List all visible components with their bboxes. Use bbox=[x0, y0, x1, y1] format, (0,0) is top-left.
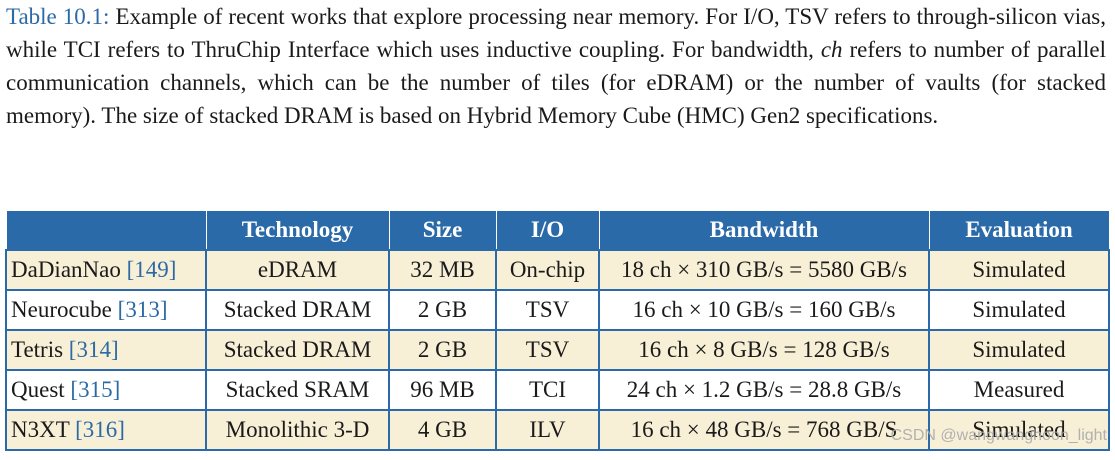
row-name: Tetris bbox=[11, 337, 64, 362]
caption-text-part2: refers to number of parallel communicati… bbox=[6, 37, 1107, 128]
row-evaluation: Measured bbox=[928, 369, 1110, 411]
row-name: N3XT bbox=[11, 417, 70, 442]
watermark: CSDN @wangwanghoon_light bbox=[890, 427, 1107, 444]
row-bandwidth: 24 ch × 1.2 GB/s = 28.8 GB/s bbox=[598, 369, 930, 411]
comparison-table-container: Technology Size I/O Bandwidth Evaluation… bbox=[5, 211, 1110, 451]
citation-link[interactable]: [316] bbox=[75, 417, 125, 442]
row-io: On-chip bbox=[495, 249, 600, 291]
header-evaluation: Evaluation bbox=[928, 211, 1110, 250]
header-io: I/O bbox=[495, 211, 600, 250]
header-bandwidth: Bandwidth bbox=[598, 211, 930, 250]
citation-link[interactable]: [315] bbox=[70, 377, 121, 402]
row-name-cell: Tetris [314] bbox=[5, 329, 207, 371]
row-size: 4 GB bbox=[388, 409, 497, 451]
table-row: Quest [315] Stacked SRAM 96 MB TCI 24 ch… bbox=[5, 369, 1110, 411]
row-technology: Stacked DRAM bbox=[205, 289, 390, 331]
row-bandwidth: 16 ch × 10 GB/s = 160 GB/s bbox=[598, 289, 930, 331]
row-name-cell: Neurocube [313] bbox=[5, 289, 207, 331]
row-bandwidth: 16 ch × 8 GB/s = 128 GB/s bbox=[598, 329, 930, 371]
citation-link[interactable]: [313] bbox=[117, 297, 168, 322]
header-name bbox=[5, 211, 207, 250]
header-technology: Technology bbox=[205, 211, 390, 250]
table-row: Neurocube [313] Stacked DRAM 2 GB TSV 16… bbox=[5, 289, 1110, 331]
table-caption: Table 10.1: Example of recent works that… bbox=[6, 0, 1106, 132]
comparison-table: Technology Size I/O Bandwidth Evaluation… bbox=[5, 211, 1110, 451]
row-io: TSV bbox=[495, 329, 600, 371]
row-technology: Monolithic 3-D bbox=[205, 409, 390, 451]
table-row: DaDianNao [149] eDRAM 32 MB On-chip 18 c… bbox=[5, 249, 1110, 291]
row-evaluation: Simulated bbox=[928, 409, 1110, 451]
caption-text-part1: Example of recent works that explore pro… bbox=[6, 4, 1107, 62]
row-bandwidth: 18 ch × 310 GB/s = 5580 GB/s bbox=[598, 249, 930, 291]
caption-italic-ch: ch bbox=[820, 37, 843, 62]
row-name: DaDianNao bbox=[11, 257, 121, 282]
row-name: Neurocube bbox=[11, 297, 112, 322]
row-size: 32 MB bbox=[388, 249, 497, 291]
header-size: Size bbox=[388, 211, 497, 250]
row-name: Quest bbox=[11, 377, 65, 402]
table-row: Tetris [314] Stacked DRAM 2 GB TSV 16 ch… bbox=[5, 329, 1110, 371]
row-technology: Stacked SRAM bbox=[205, 369, 390, 411]
caption-label: Table 10.1: bbox=[6, 4, 110, 29]
citation-link[interactable]: [149] bbox=[126, 257, 177, 282]
row-size: 2 GB bbox=[388, 329, 497, 371]
table-header-row: Technology Size I/O Bandwidth Evaluation bbox=[5, 211, 1110, 250]
row-technology: Stacked DRAM bbox=[205, 329, 390, 371]
row-evaluation: Simulated bbox=[928, 289, 1110, 331]
row-name-cell: DaDianNao [149] bbox=[5, 249, 207, 291]
row-evaluation: Simulated bbox=[928, 329, 1110, 371]
row-io: ILV bbox=[495, 409, 600, 451]
row-evaluation: Simulated bbox=[928, 249, 1110, 291]
row-name-cell: Quest [315] bbox=[5, 369, 207, 411]
row-size: 96 MB bbox=[388, 369, 497, 411]
row-io: TCI bbox=[495, 369, 600, 411]
citation-link[interactable]: [314] bbox=[68, 337, 119, 362]
row-size: 2 GB bbox=[388, 289, 497, 331]
row-io: TSV bbox=[495, 289, 600, 331]
table-row: N3XT [316] Monolithic 3-D 4 GB ILV 16 ch… bbox=[5, 409, 1110, 451]
row-technology: eDRAM bbox=[205, 249, 390, 291]
row-bandwidth: 16 ch × 48 GB/s = 768 GB/S bbox=[598, 409, 930, 451]
row-name-cell: N3XT [316] bbox=[5, 409, 207, 451]
